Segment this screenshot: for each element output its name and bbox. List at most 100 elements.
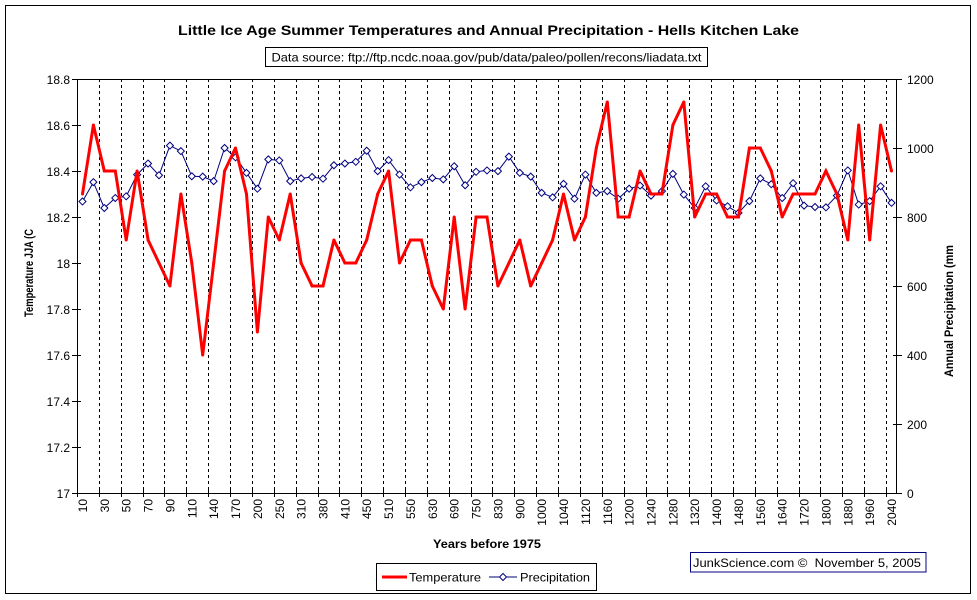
x-tick-label: 1560 [754,499,768,526]
x-tick-label: 250 [273,499,287,519]
x-tick-label: 1720 [798,499,812,526]
temperature-point [157,261,161,265]
temperature-point [212,261,216,265]
temperature-point [605,100,609,104]
legend-border [376,563,597,591]
precipitation-point [876,182,885,191]
precipitation-point [143,159,153,168]
temperature-point [91,123,95,127]
y2-tick-label: 1200 [907,73,934,87]
precipitation-point [362,146,371,155]
temperature-point [660,192,664,196]
y-tick-label: 18.8 [47,73,71,87]
temperature-point [846,238,850,242]
temperature-point [409,238,412,242]
temperature-point [168,284,172,288]
precipitation-point [253,184,262,193]
temperature-point [223,169,227,173]
temperature-point [769,169,773,173]
x-tick-label: 410 [338,499,352,519]
precipitation-point [373,166,382,176]
y-tick-label: 17 [57,487,71,501]
precipitation-point [756,174,765,183]
temperature-point [540,261,544,265]
x-tick-label: 1240 [645,499,659,526]
precipitation-point [482,166,492,175]
x-tick-label: 1200 [623,499,637,526]
legend-precipitation-diamond-icon [498,572,508,582]
credit-box: JunkScience.com © November 5, 2005 [690,552,927,573]
temperature-point [507,261,511,265]
y-tick-label: 17.4 [47,395,71,409]
precipitation-point [526,172,535,181]
precipitation-point [78,197,87,206]
temperature-point [102,169,106,173]
temperature-point [201,353,205,357]
precipitation-point [209,176,218,186]
precipitation-point [285,176,295,186]
x-tick-label: 1400 [710,499,724,526]
temperature-point [824,169,828,173]
precipitation-point [220,143,229,153]
data-source-box: Data source: ftp://ftp.ncdc.noaa.gov/pub… [265,47,708,67]
precipitation-point [701,182,710,191]
temperature-point [146,238,150,242]
precipitation-point [417,177,426,187]
x-tick-label: 450 [360,499,374,519]
precipitation-point [493,166,503,176]
precipitation-point [439,175,448,184]
x-tick-label: 1960 [863,499,877,526]
precipitation-point [471,167,481,177]
temperature-point [813,192,817,196]
precipitation-point [187,172,197,181]
precipitation-point [111,193,120,203]
y2-tick-label: 200 [907,418,927,432]
temperature-point [277,238,281,242]
precipitation-point [264,155,273,164]
gridlines [99,79,887,493]
temperature-point [791,192,795,196]
legend: Temperature Precipitation [376,563,597,591]
x-tick-label: 550 [404,499,418,519]
temperature-point [518,238,522,242]
temperature-point [474,215,478,219]
temperature-point [245,192,248,196]
temperature-point [879,123,883,127]
precipitation-point [154,171,164,180]
temperature-point [376,192,380,196]
x-tick-label: 690 [448,499,462,519]
temperature-point [398,261,401,265]
x-tick-label: 30 [98,499,112,513]
y-tick-label: 17.2 [47,441,71,455]
x-tick-label: 90 [163,499,177,513]
chart-title: Little Ice Age Summer Temperatures and A… [178,22,799,38]
series [78,100,896,357]
temperature-point [332,238,336,242]
precipitation-point [121,192,131,201]
temperature-point [594,146,598,150]
y-tick-label: 18 [57,257,71,271]
x-tick-label: 1280 [666,499,680,526]
temperature-point [452,215,456,219]
temperature-point [573,238,576,242]
temperature-point [419,238,423,242]
precipitation-point [242,168,251,178]
precipitation-point [887,198,896,208]
temperature-point [780,215,784,219]
precipitation-point [843,166,853,175]
precipitation-point [723,202,732,211]
y2-tick-label: 400 [907,349,927,363]
y2-tick-label: 0 [907,487,914,501]
precipitation-point [460,181,470,190]
temperature-point [583,215,587,219]
precipitation-point [406,183,415,192]
temperature-point [726,215,729,219]
temperature-point [649,192,653,196]
temperature-point [266,215,270,219]
precipitation-point [745,196,754,206]
y2-tick-label: 1000 [907,142,934,156]
temperature-point [321,284,325,288]
temperature-point [179,192,183,196]
y-axis-title: Temperature JJA (C [22,229,36,317]
